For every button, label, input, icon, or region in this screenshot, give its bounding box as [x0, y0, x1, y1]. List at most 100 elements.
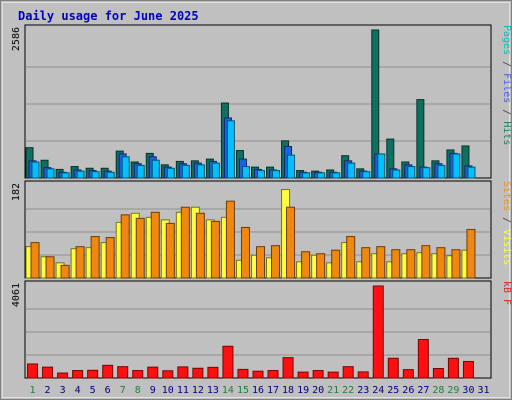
bar-kb-f-day-3 [57, 372, 69, 379]
bar-pages-day-29 [452, 153, 461, 179]
bar-sites-day-19 [301, 251, 311, 279]
x-tick-label: 22 [342, 385, 354, 396]
panel-legend: kB F [501, 281, 512, 305]
bar-sites-day-13 [210, 220, 220, 279]
bar-pages-day-16 [257, 170, 265, 179]
x-tick-label: 8 [135, 385, 141, 396]
bar-kb-f-day-13 [207, 366, 219, 379]
bar-pages-day-24 [377, 153, 386, 179]
bar-pages-day-9 [151, 159, 160, 179]
bar-sites-day-7 [120, 214, 130, 279]
bar-sites-day-16 [256, 246, 265, 279]
bar-sites-day-14 [225, 200, 235, 279]
bar-hits-day-27 [416, 99, 425, 179]
bar-sites-day-26 [406, 249, 416, 279]
legend-entry: / [501, 211, 512, 229]
bar-kb-f-day-12 [192, 367, 204, 379]
bar-kb-f-day-28 [432, 367, 444, 379]
bar-pages-day-6 [106, 171, 115, 179]
x-tick-label: 14 [222, 385, 234, 396]
bar-sites-day-8 [135, 217, 145, 279]
y-max-label: 182 [11, 183, 22, 201]
bar-kb-f-day-20 [312, 370, 324, 379]
bar-kb-f-day-16 [252, 370, 264, 379]
bar-pages-day-14 [226, 120, 235, 179]
bar-kb-f-day-1 [27, 363, 39, 379]
bar-pages-day-5 [91, 171, 100, 179]
x-tick-label: 16 [252, 385, 264, 396]
bar-pages-day-10 [166, 167, 175, 179]
legend-entry: Pages [501, 25, 512, 55]
panel-legend: Pages / Files / Hits [501, 25, 512, 145]
x-tick-label: 2 [45, 385, 51, 396]
bar-pages-day-21 [332, 172, 341, 179]
x-tick-label: 9 [150, 385, 156, 396]
legend-entry: Hits [501, 121, 512, 145]
bar-pages-day-11 [181, 164, 190, 179]
bar-pages-day-1 [31, 161, 40, 179]
hits-panel: 2586 Pages / Files / Hits [11, 24, 512, 179]
legend-entry: Sites [501, 181, 512, 211]
bar-sites-day-4 [75, 246, 85, 279]
bar-kb-f-day-22 [342, 366, 354, 379]
bar-sites-day-21 [331, 249, 341, 279]
visits-panel: 182 Sites / Visits [11, 180, 512, 279]
bar-kb-f-day-9 [147, 366, 159, 379]
bar-pages-day-20 [317, 172, 326, 179]
bar-sites-day-25 [391, 249, 401, 279]
x-tick-label: 28 [432, 385, 444, 396]
x-tick-label: 23 [357, 385, 369, 396]
chart-title: Daily usage for June 2025 [18, 9, 199, 23]
bar-pages-day-13 [211, 162, 220, 179]
bar-pages-day-27 [422, 167, 431, 179]
bar-pages-day-25 [392, 169, 401, 179]
bar-kb-f-day-21 [327, 371, 339, 379]
bar-kb-f-day-18 [282, 357, 294, 379]
bar-pages-day-2 [46, 168, 55, 179]
bar-sites-day-20 [316, 253, 326, 279]
x-tick-label: 18 [282, 385, 294, 396]
plot-area [24, 24, 492, 179]
legend-entry: kB F [501, 281, 512, 305]
bar-sites-day-3 [60, 264, 70, 279]
bar-kb-f-day-25 [387, 357, 399, 379]
legend-entry: / [501, 103, 512, 121]
bar-pages-day-8 [136, 164, 145, 179]
bar-kb-f-day-17 [267, 370, 279, 379]
bar-pages-day-12 [196, 164, 205, 179]
x-tick-label: 11 [177, 385, 189, 396]
bar-kb-f-day-6 [102, 364, 114, 379]
x-tick-label: 27 [417, 385, 429, 396]
bar-sites-day-18 [286, 206, 296, 279]
bar-sites-day-24 [376, 246, 386, 279]
bar-kb-f-day-14 [222, 345, 234, 379]
x-tick-label: 25 [387, 385, 399, 396]
y-max-label: 4061 [11, 283, 22, 307]
bar-sites-day-23 [361, 247, 371, 279]
legend-entry: Files [501, 73, 512, 103]
bar-kb-f-day-5 [87, 369, 99, 379]
x-tick-label: 17 [267, 385, 279, 396]
bar-sites-day-29 [451, 249, 461, 279]
bar-kb-f-day-11 [177, 366, 189, 379]
bar-kb-f-day-26 [402, 369, 414, 379]
x-tick-label: 7 [120, 385, 126, 396]
bar-sites-day-9 [150, 211, 160, 279]
bar-sites-day-17 [271, 245, 281, 279]
bar-kb-f-day-7 [117, 366, 129, 379]
bar-kb-f-day-23 [357, 371, 369, 379]
bar-kb-f-day-27 [417, 338, 429, 379]
plot-area [24, 280, 492, 379]
bar-pages-day-15 [241, 166, 250, 179]
bar-pages-day-28 [437, 164, 446, 179]
legend-entry: Visits [501, 229, 512, 265]
x-tick-label: 13 [207, 385, 219, 396]
bar-pages-day-4 [76, 170, 85, 179]
bar-pages-day-26 [407, 166, 416, 179]
bar-sites-day-12 [195, 212, 205, 279]
x-tick-label: 31 [477, 385, 489, 396]
x-tick-label: 26 [402, 385, 414, 396]
x-tick-label: 12 [192, 385, 204, 396]
bar-sites-day-28 [436, 247, 446, 279]
